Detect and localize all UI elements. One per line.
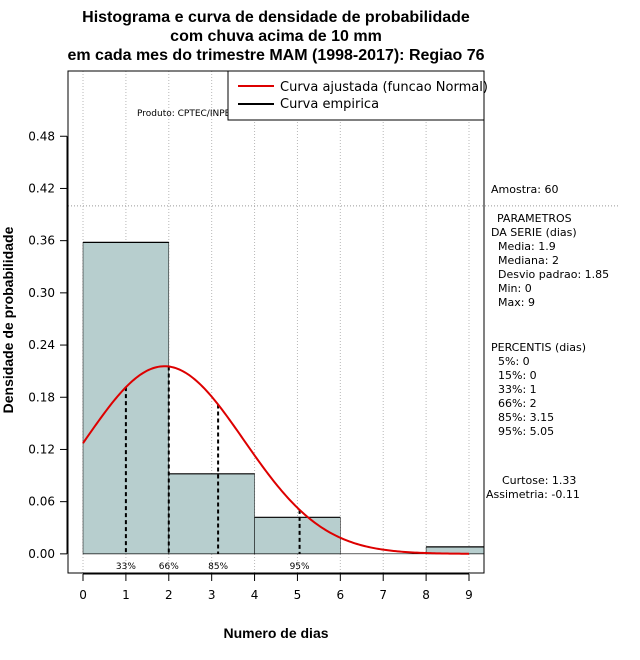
percentil-15: 15%: 0 xyxy=(498,369,537,382)
y-tick-label-0.42: 0.42 xyxy=(28,181,55,195)
assimetria-value: Assimetria: -0.11 xyxy=(486,488,580,501)
params-title-1: PARAMETROS xyxy=(497,212,572,225)
x-tick-label-2: 2 xyxy=(165,588,173,602)
y-tick-label-0.30: 0.30 xyxy=(28,286,55,300)
x-tick-label-9: 9 xyxy=(465,588,473,602)
sample-size: Amostra: 60 xyxy=(491,183,558,196)
legend-empirical-label: Curva empirica xyxy=(280,97,379,112)
y-tick-label-0.18: 0.18 xyxy=(28,390,55,404)
param-max: Max: 9 xyxy=(498,296,535,309)
percentis-title: PERCENTIS (dias) xyxy=(491,341,586,354)
x-tick-label-3: 3 xyxy=(208,588,216,602)
percentile-label-66: 66% xyxy=(159,562,179,572)
param-media: Media: 1.9 xyxy=(498,240,556,253)
histogram-bar-1 xyxy=(168,473,255,555)
histogram-bar-2 xyxy=(254,517,341,555)
y-tick-label-0.24: 0.24 xyxy=(28,338,55,352)
param-desvio: Desvio padrao: 1.85 xyxy=(498,268,609,281)
x-tick-label-6: 6 xyxy=(337,588,345,602)
curtose-value: Curtose: 1.33 xyxy=(502,474,576,487)
legend-box xyxy=(227,70,485,121)
y-tick-label-0.36: 0.36 xyxy=(28,234,55,248)
y-tick-label-0.06: 0.06 xyxy=(28,495,55,509)
x-tick-label-4: 4 xyxy=(251,588,259,602)
percentile-label-95: 95% xyxy=(290,562,310,572)
percentile-label-33: 33% xyxy=(116,562,136,572)
chart-title-line-2: com chuva acima de 10 mm xyxy=(170,28,382,45)
x-tick-label-1: 1 xyxy=(122,588,130,602)
axes: 0 1 2 3 4 5 6 7 8 9 0.00 0.06 0.12 0.18 0.24 0.30 0.36 0.… xyxy=(28,129,473,602)
percentil-85: 85%: 3.15 xyxy=(498,411,554,424)
x-tick-label-8: 8 xyxy=(422,588,430,602)
x-tick-label-7: 7 xyxy=(379,588,387,602)
legend-fitted-label: Curva ajustada (funcao Normal) xyxy=(280,80,488,95)
percentil-33: 33%: 1 xyxy=(498,383,537,396)
x-axis-title: Numero de dias xyxy=(223,625,328,641)
statistics-panel: Amostra: 60 PARAMETROS DA SERIE (dias) M… xyxy=(486,183,609,501)
legend: Curva ajustada (funcao Normal) Curva emp… xyxy=(227,70,488,121)
y-tick-label-0.48: 0.48 xyxy=(28,129,55,143)
percentile-lines: 33% 66% 85% 95% xyxy=(116,366,310,572)
y-tick-label-0.12: 0.12 xyxy=(28,442,55,456)
params-title-2: DA SERIE (dias) xyxy=(491,226,577,239)
chart-title-line-3: em cada mes do trimestre MAM (1998-2017)… xyxy=(67,47,484,64)
histogram-bars xyxy=(82,241,485,555)
density-curves xyxy=(82,365,469,555)
percentil-5: 5%: 0 xyxy=(498,355,530,368)
percentil-66: 66%: 2 xyxy=(498,397,537,410)
fitted-normal-curve xyxy=(82,365,469,555)
x-tick-label-0: 0 xyxy=(79,588,87,602)
percentile-label-85: 85% xyxy=(208,562,228,572)
grid-lines xyxy=(68,71,620,573)
watermark-text: Produto: CPTEC/INPE xyxy=(137,109,231,119)
y-tick-label-0.00: 0.00 xyxy=(28,547,55,561)
percentil-95: 95%: 5.05 xyxy=(498,425,554,438)
y-axis-title: Densidade de probabilidade xyxy=(0,226,16,413)
param-min: Min: 0 xyxy=(498,282,532,295)
x-tick-label-5: 5 xyxy=(294,588,302,602)
param-mediana: Mediana: 2 xyxy=(498,254,559,267)
chart-title-line-1: Histograma e curva de densidade de proba… xyxy=(82,9,470,26)
